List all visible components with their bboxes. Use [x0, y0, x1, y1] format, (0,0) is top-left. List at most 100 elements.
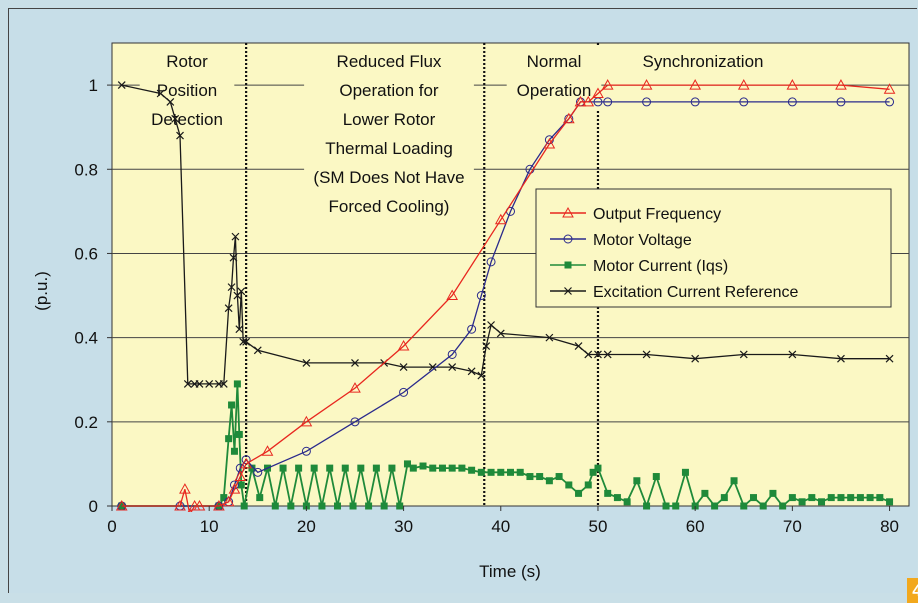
data-point: [494, 213, 507, 225]
data-point: [633, 477, 641, 485]
data-point: [689, 79, 702, 90]
data-point: [786, 79, 799, 90]
data-point: [193, 499, 206, 511]
data-point: [179, 483, 191, 494]
data-point: [419, 462, 427, 470]
data-point: [545, 477, 553, 485]
data-point: [403, 460, 411, 468]
y-tick-label: 0.2: [74, 413, 98, 432]
legend: Output Frequency Motor Voltage Motor Curre…: [535, 188, 892, 308]
figure-frame: Rotor Position Detection Reduced Flux Operat…: [8, 8, 918, 603]
data-point: [115, 499, 128, 511]
data-point: [156, 89, 165, 98]
data-point: [496, 329, 505, 338]
data-point: [562, 206, 574, 218]
data-point: [231, 232, 240, 241]
data-point: [242, 337, 251, 346]
data-point: [574, 342, 583, 350]
data-point: [183, 380, 192, 388]
region-label: Operation: [517, 81, 592, 100]
region-label: Forced Cooling): [329, 197, 450, 216]
data-point: [487, 321, 495, 329]
data-point: [349, 502, 357, 510]
legend-box: [535, 188, 892, 308]
data-point: [448, 363, 457, 372]
data-point: [594, 350, 602, 359]
y-tick-label: 0.4: [74, 329, 98, 348]
data-point: [187, 508, 192, 512]
data-point: [365, 502, 373, 510]
data-point: [642, 350, 651, 359]
data-point: [564, 261, 572, 269]
data-point: [301, 446, 311, 456]
data-point: [220, 494, 228, 502]
data-point: [818, 498, 826, 506]
data-point: [176, 131, 184, 140]
data-point: [739, 97, 749, 107]
axes: 00.20.40.60.810 10 20 30 40 50 60 70 80: [74, 76, 899, 536]
region-text-backing: [506, 47, 602, 109]
data-point: [228, 483, 241, 494]
data-point: [652, 473, 660, 481]
data-point: [847, 494, 855, 502]
x-axis-label: Time (s): [479, 562, 541, 581]
data-point: [640, 79, 653, 90]
data-point: [759, 502, 767, 510]
data-point: [711, 502, 719, 510]
data-point: [536, 473, 544, 481]
region-text-backing: [627, 47, 779, 80]
phase-regions: Rotor Position Detection Reduced Flux Operat…: [139, 43, 779, 506]
data-point: [219, 380, 228, 388]
data-point: [295, 464, 303, 472]
data-point: [691, 354, 700, 363]
data-point: [613, 494, 621, 502]
data-point: [516, 468, 524, 476]
data-point: [788, 350, 797, 359]
data-point: [446, 289, 459, 301]
region-label: Thermal Loading: [325, 139, 453, 158]
data-point: [563, 234, 573, 244]
data-point: [438, 464, 446, 472]
data-point: [720, 494, 728, 502]
legend-label: Output Frequency: [593, 206, 721, 223]
legend-label: Motor Voltage: [593, 232, 692, 249]
y-tick-label: 0: [89, 497, 98, 516]
region-label: Normal: [527, 52, 582, 71]
legend-entry: Motor Current (Iqs): [550, 258, 728, 275]
data-point: [575, 489, 583, 497]
data-point: [574, 95, 587, 107]
data-point: [543, 137, 556, 149]
data-point: [497, 468, 505, 476]
data-point: [808, 494, 816, 502]
x-tick-label: 60: [686, 517, 705, 536]
x-tick-label: 0: [107, 517, 116, 536]
data-point: [740, 502, 748, 510]
data-point: [397, 340, 410, 351]
data-point: [467, 367, 476, 376]
data-point: [623, 498, 631, 506]
data-point: [603, 97, 613, 107]
x-tick-label: 30: [394, 517, 413, 536]
data-point: [428, 363, 437, 372]
data-point: [467, 324, 477, 334]
data-point: [429, 464, 437, 472]
data-point: [230, 447, 238, 455]
line-chart: Rotor Position Detection Reduced Flux Operat…: [32, 42, 910, 581]
data-point: [253, 346, 262, 355]
data-point: [349, 382, 361, 393]
region-label: Reduced Flux: [337, 52, 442, 71]
figure-number-badge: 4: [907, 578, 918, 603]
data-point: [477, 468, 485, 476]
legend-label: Motor Current (Iqs): [593, 258, 728, 275]
data-point: [584, 350, 593, 359]
data-point: [507, 468, 514, 476]
region-text-backing: [304, 47, 474, 225]
data-point: [565, 481, 573, 489]
data-point: [866, 494, 874, 502]
data-point: [326, 464, 334, 472]
data-point: [195, 380, 204, 388]
data-point: [769, 489, 777, 497]
legend-entry: Motor Voltage: [550, 232, 692, 249]
x-tick-label: 80: [880, 517, 899, 536]
y-tick-label: 0.6: [74, 244, 98, 263]
